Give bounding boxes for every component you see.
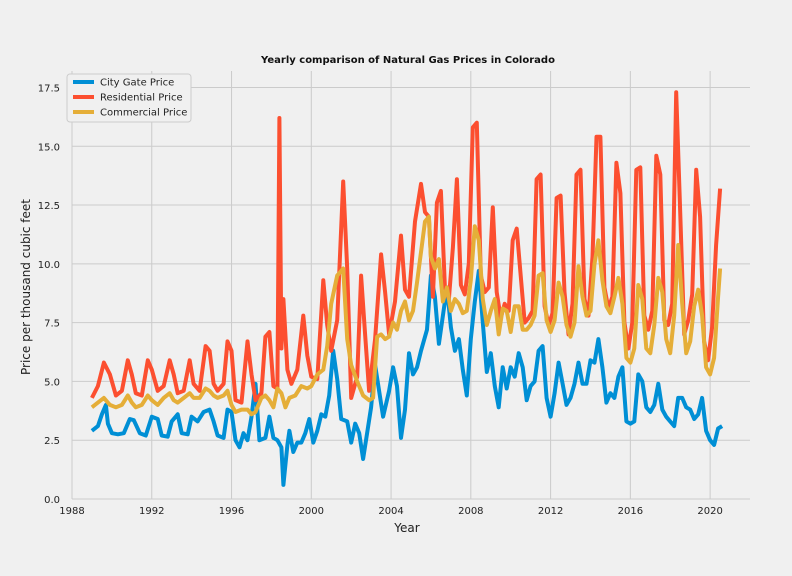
x-tick-label: 2008 (458, 506, 483, 517)
series-line-city-gate-price (90, 268, 724, 487)
legend-entry: Commercial Price (100, 108, 187, 119)
x-tick-label: 2012 (538, 506, 563, 517)
x-tick-label: 1996 (219, 506, 244, 517)
series-layer (90, 90, 724, 487)
legend-entry: City Gate Price (100, 78, 174, 89)
x-tick-label: 1992 (139, 506, 164, 517)
y-tick-label: 15.0 (38, 142, 60, 153)
chart-title: Yearly comparison of Natural Gas Prices … (260, 55, 555, 66)
y-tick-label: 0.0 (44, 495, 60, 506)
y-tick-label: 17.5 (38, 83, 60, 94)
x-tick-label: 2016 (618, 506, 643, 517)
x-axis-title: Year (393, 521, 419, 535)
series-line-commercial-price (90, 214, 723, 417)
legend-box (66, 73, 192, 123)
x-tick-label: 2004 (378, 506, 403, 517)
x-tick-label: 2000 (299, 506, 324, 517)
x-tick-label: 2020 (697, 506, 722, 517)
tick-labels: 1988 1992 1996 2000 2004 2008 2012 2016 2020 0.0 2… (38, 83, 723, 517)
legend-entry: Residential Price (100, 93, 183, 104)
y-tick-label: 5.0 (44, 377, 60, 388)
y-tick-label: 2.5 (44, 436, 60, 447)
y-tick-label: 12.5 (38, 201, 60, 212)
y-axis-title: Price per thousand cubic feet (19, 199, 33, 375)
legend: City Gate Price Residential Price Commerci… (66, 73, 192, 123)
y-tick-label: 7.5 (44, 319, 60, 330)
x-tick-label: 1988 (59, 506, 84, 517)
y-tick-label: 10.0 (38, 260, 60, 271)
